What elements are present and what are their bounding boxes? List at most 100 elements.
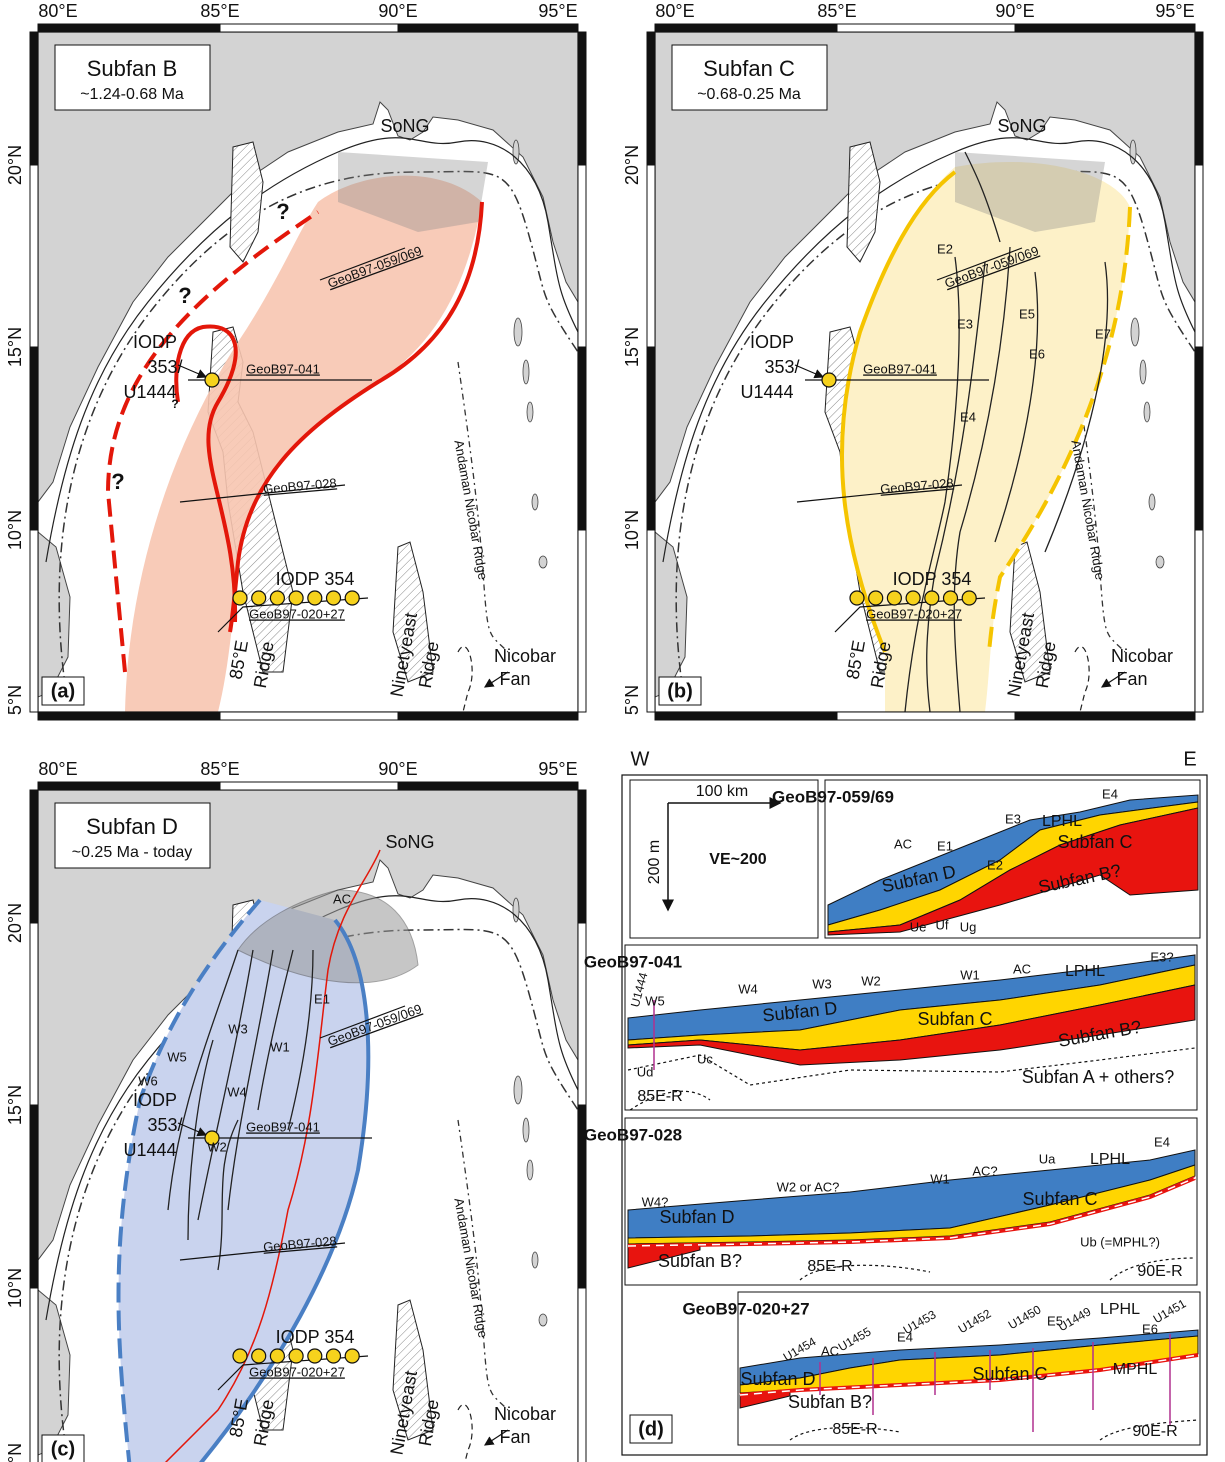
lon-label: 90°E xyxy=(378,1,417,21)
island xyxy=(514,1076,522,1104)
map-label: GeoB97-020+27 xyxy=(249,1364,345,1379)
channel-label: AC xyxy=(333,891,351,906)
lat-label: 20°N xyxy=(5,145,25,185)
island xyxy=(1149,494,1155,510)
map-label: Nicobar xyxy=(494,1404,556,1424)
frame-bar xyxy=(578,347,586,530)
lon-label: 90°E xyxy=(995,1,1034,21)
iodp-site xyxy=(308,591,322,605)
lon-label: 80°E xyxy=(38,759,77,779)
frame-bar xyxy=(220,782,398,790)
profile-label: Subfan D xyxy=(659,1207,734,1227)
iodp-site xyxy=(925,591,939,605)
profile-label: W2 or AC? xyxy=(777,1179,840,1194)
iodp-site xyxy=(906,591,920,605)
island xyxy=(539,1314,547,1326)
island xyxy=(1156,556,1164,568)
channel-label: W2 xyxy=(207,1139,227,1154)
profile-label: W4 xyxy=(738,981,758,996)
lat-label: 5°N xyxy=(622,685,642,715)
profile-label: Subfan D xyxy=(740,1369,815,1389)
profile-label: 85E-R xyxy=(832,1421,877,1438)
iodp-site xyxy=(944,591,958,605)
island xyxy=(523,1118,529,1142)
profile-label: LPHL xyxy=(1065,963,1105,980)
frame-bar xyxy=(578,165,586,347)
lon-label: 80°E xyxy=(655,1,694,21)
scale-label: 100 km xyxy=(696,783,748,800)
profile-title: GeoB97-059/69 xyxy=(772,787,894,806)
profile-label: E4 xyxy=(1154,1134,1170,1149)
map-label: 353/ xyxy=(764,357,799,377)
profile-label: LPHL xyxy=(1042,813,1082,830)
lat-label: 15°N xyxy=(5,327,25,367)
map-label: Nicobar xyxy=(1111,646,1173,666)
map-body: SoNGIODP353/U1444GeoB97-041GeoB97-028Geo… xyxy=(38,32,578,712)
lat-label: 5°N xyxy=(5,1443,25,1462)
iodp-site xyxy=(205,373,219,387)
map-label: 353/ xyxy=(147,1115,182,1135)
map-label: SoNG xyxy=(385,832,434,852)
island xyxy=(527,402,533,422)
frame-bar xyxy=(30,530,38,712)
profile-label: Subfan C xyxy=(917,1009,992,1029)
iodp-site xyxy=(270,591,284,605)
profile-label: AC xyxy=(821,1343,839,1358)
map-label: U1444 xyxy=(123,1140,176,1160)
lon-label: 85°E xyxy=(200,759,239,779)
profile-label: Ua xyxy=(1039,1151,1056,1166)
profile-label: 85E-R xyxy=(807,1258,852,1275)
map-panel: SoNGIODP353/U1444GeoB97-041GeoB97-028Geo… xyxy=(5,759,586,1462)
frame-bar xyxy=(1195,530,1203,712)
channel-label: W6 xyxy=(138,1073,158,1088)
frame-bar xyxy=(837,712,1015,720)
frame-bar xyxy=(1015,712,1195,720)
profile-label: AC xyxy=(1013,961,1031,976)
profile-label: Uf xyxy=(936,917,949,932)
profile-label: 90E-R xyxy=(1132,1423,1177,1440)
frame-bar xyxy=(30,1105,38,1288)
frame-bar xyxy=(578,530,586,712)
map-label: Fan xyxy=(499,669,530,689)
channel-label: W3 xyxy=(228,1021,248,1036)
iodp-site xyxy=(233,591,247,605)
panel-age: ~1.24-0.68 Ma xyxy=(80,86,184,103)
profile-label: E4 xyxy=(1102,786,1118,801)
channel-label: E2 xyxy=(937,241,953,256)
lat-label: 10°N xyxy=(622,510,642,550)
profile-label: LPHL xyxy=(1100,1301,1140,1318)
direction-label: W xyxy=(631,748,650,770)
iodp-site xyxy=(887,591,901,605)
lon-label: 85°E xyxy=(817,1,856,21)
profile-title: GeoB97-020+27 xyxy=(682,1299,809,1318)
panel-age: ~0.25 Ma - today xyxy=(72,844,193,861)
panel-tag: (b) xyxy=(667,680,693,702)
frame-bar xyxy=(647,347,655,530)
map-label: GeoB97-020+27 xyxy=(866,606,962,621)
frame-bar xyxy=(837,24,1015,32)
frame-bar xyxy=(1195,32,1203,165)
profile-label: Subfan C xyxy=(1057,832,1132,852)
map-label: IODP xyxy=(133,332,177,352)
frame-bar xyxy=(30,32,38,165)
island xyxy=(532,1252,538,1268)
lon-label: 90°E xyxy=(378,759,417,779)
panel-title: Subfan D xyxy=(86,814,178,839)
profile-label: E1 xyxy=(937,838,953,853)
frame-bar xyxy=(655,712,837,720)
iodp-site xyxy=(327,591,341,605)
panel-tag: (d) xyxy=(638,1418,664,1440)
island xyxy=(527,1160,533,1180)
iodp-site xyxy=(869,591,883,605)
map-label: GeoB97-041 xyxy=(863,361,937,376)
map-label: 353/ xyxy=(147,357,182,377)
profile-label: 85E-R xyxy=(637,1088,682,1105)
lat-label: 20°N xyxy=(5,903,25,943)
iodp-site xyxy=(345,1349,359,1363)
profile-title: GeoB97-041 xyxy=(584,952,682,971)
uncertain-mark: ? xyxy=(178,283,191,308)
profile-label: Subfan B? xyxy=(658,1251,742,1271)
map-label: U1444 xyxy=(123,382,176,402)
map-label: SoNG xyxy=(380,116,429,136)
